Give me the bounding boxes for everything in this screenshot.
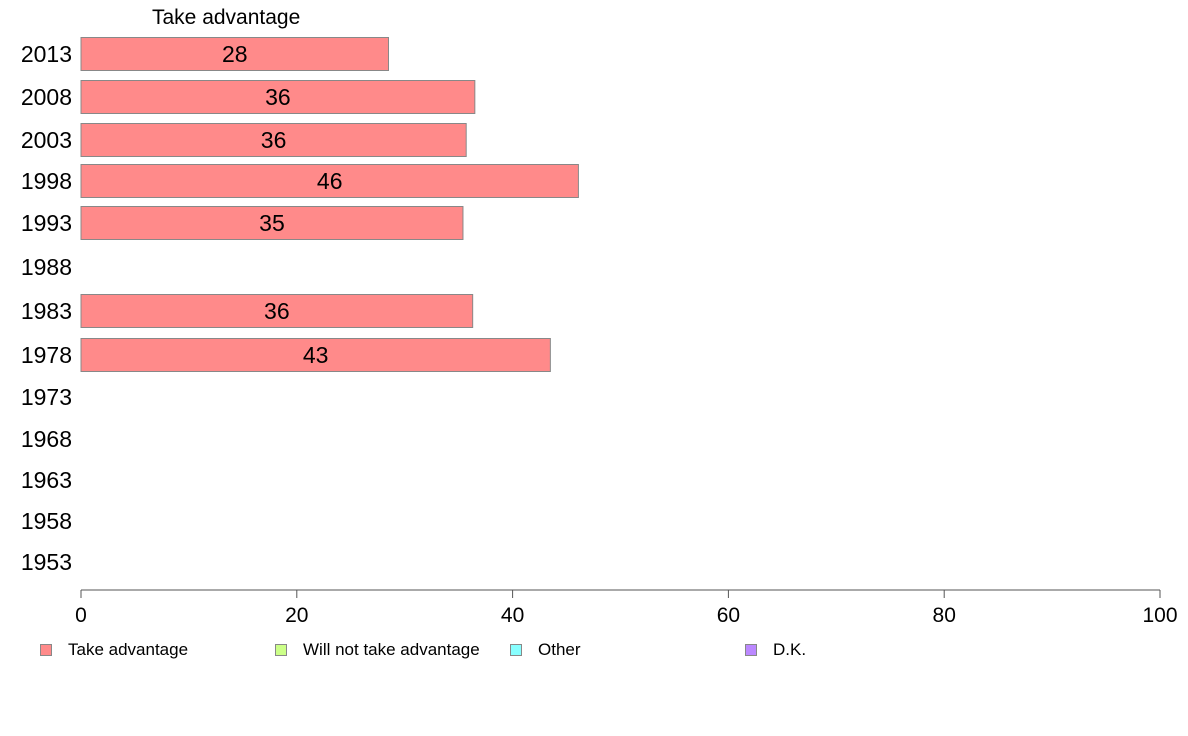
bar <box>80 206 464 240</box>
data-label: 43 <box>303 342 329 368</box>
x-tick-label: 60 <box>717 604 740 627</box>
category-label: 2008 <box>21 84 72 110</box>
legend-item-will-not-take-advantage: Will not take advantage <box>275 640 480 660</box>
x-tick-label: 80 <box>933 604 956 627</box>
legend-swatch <box>40 644 52 656</box>
x-tick-label: 100 <box>1142 604 1177 627</box>
data-label: 36 <box>261 127 287 153</box>
x-tick-label: 40 <box>501 604 524 627</box>
legend-label: Will not take advantage <box>303 640 480 659</box>
legend-label: D.K. <box>773 640 807 659</box>
legend-item-other: Other <box>510 640 581 660</box>
bar <box>80 338 551 372</box>
category-label: 1968 <box>21 426 72 452</box>
legend-item-take-advantage: Take advantage <box>40 640 188 660</box>
category-label: 1963 <box>21 467 72 493</box>
legend-swatch <box>510 644 522 656</box>
category-label: 1983 <box>21 298 72 324</box>
category-label: 1998 <box>21 168 72 194</box>
data-label: 46 <box>317 168 343 194</box>
category-label: 1958 <box>21 508 72 534</box>
legend: Take advantage Will not take advantage O… <box>0 640 1188 670</box>
bar <box>80 123 467 157</box>
data-label: 28 <box>222 41 248 67</box>
x-tick-label: 0 <box>75 604 87 627</box>
bar <box>80 37 390 71</box>
bar <box>80 164 579 198</box>
x-tick-label: 20 <box>285 604 308 627</box>
legend-label: Take advantage <box>68 640 189 659</box>
legend-label: Other <box>538 640 581 659</box>
data-label: 35 <box>259 210 285 236</box>
data-label: 36 <box>265 84 291 110</box>
legend-swatch <box>745 644 757 656</box>
series-title: Take advantage <box>152 6 301 29</box>
data-label: 36 <box>264 298 290 324</box>
category-label: 2003 <box>21 127 72 153</box>
bar <box>80 80 476 114</box>
category-label: 1988 <box>21 254 72 280</box>
category-label: 2013 <box>21 41 72 67</box>
legend-swatch <box>275 644 287 656</box>
bar <box>80 294 474 328</box>
legend-item-dk: D.K. <box>745 640 806 660</box>
category-label: 1953 <box>21 549 72 575</box>
category-label: 1993 <box>21 210 72 236</box>
category-label: 1978 <box>21 342 72 368</box>
category-label: 1973 <box>21 384 72 410</box>
